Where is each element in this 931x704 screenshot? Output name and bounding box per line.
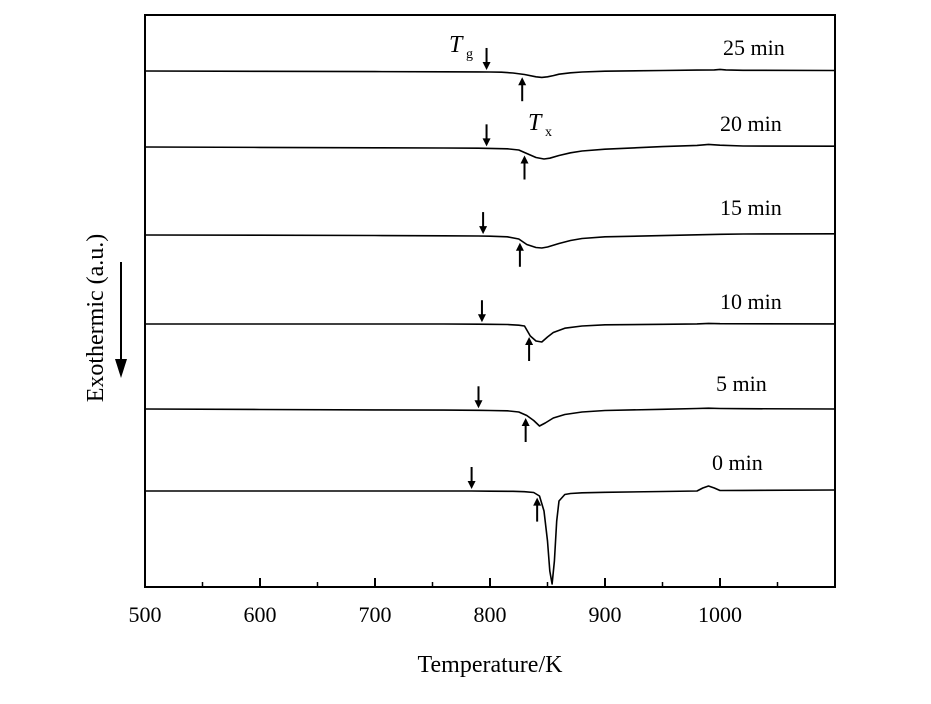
curve-label-5-min: 5 min (716, 371, 767, 396)
tg-arrow-25-min (482, 47, 491, 70)
x-axis-title: Temperature/K (418, 652, 564, 678)
tx-arrow-10-min (525, 337, 534, 361)
dsc-curve-25-min (144, 68, 836, 79)
tg-arrow-20-min (482, 124, 491, 147)
x-tick-label-500: 500 (129, 602, 162, 627)
dsc-curve-0-min (145, 485, 836, 585)
svg-text:x: x (545, 125, 552, 140)
svg-text:T: T (449, 32, 464, 58)
dsc-curve-5-min (144, 407, 836, 427)
y-axis-title: Exothermic (a.u.) (83, 234, 109, 403)
x-tick-label-700: 700 (359, 602, 392, 627)
svg-text:T: T (528, 110, 543, 136)
tx-arrow-0-min (533, 497, 542, 522)
exothermic-direction-arrow (115, 262, 127, 378)
svg-text:g: g (466, 47, 473, 62)
tx-arrow-20-min (520, 155, 529, 180)
tx-arrow-5-min (521, 418, 530, 442)
tx-arrow-15-min (515, 242, 524, 267)
x-tick-label-1000: 1000 (698, 602, 742, 627)
tg-arrow-15-min (479, 212, 488, 235)
tg-arrow-5-min (474, 386, 483, 409)
curve-label-10-min: 10 min (720, 289, 782, 314)
curve-label-20-min: 20 min (720, 111, 782, 136)
dsc-curve-10-min (145, 322, 836, 343)
tg-arrow-10-min (477, 300, 486, 323)
dsc-curve-20-min (144, 143, 836, 160)
curve-label-25-min: 25 min (723, 35, 785, 60)
x-axis: 500 600 700 800 900 1000 (129, 578, 779, 627)
transition-markers (467, 47, 542, 522)
curve-label-15-min: 15 min (720, 195, 782, 220)
x-tick-label-900: 900 (589, 602, 622, 627)
dsc-curve-15-min (144, 233, 836, 249)
x-tick-label-600: 600 (244, 602, 277, 627)
dsc-curves (144, 68, 836, 585)
curve-label-0-min: 0 min (712, 450, 763, 475)
tx-arrow-25-min (518, 77, 527, 102)
x-tick-label-800: 800 (474, 602, 507, 627)
tg-arrow-0-min (467, 467, 476, 489)
